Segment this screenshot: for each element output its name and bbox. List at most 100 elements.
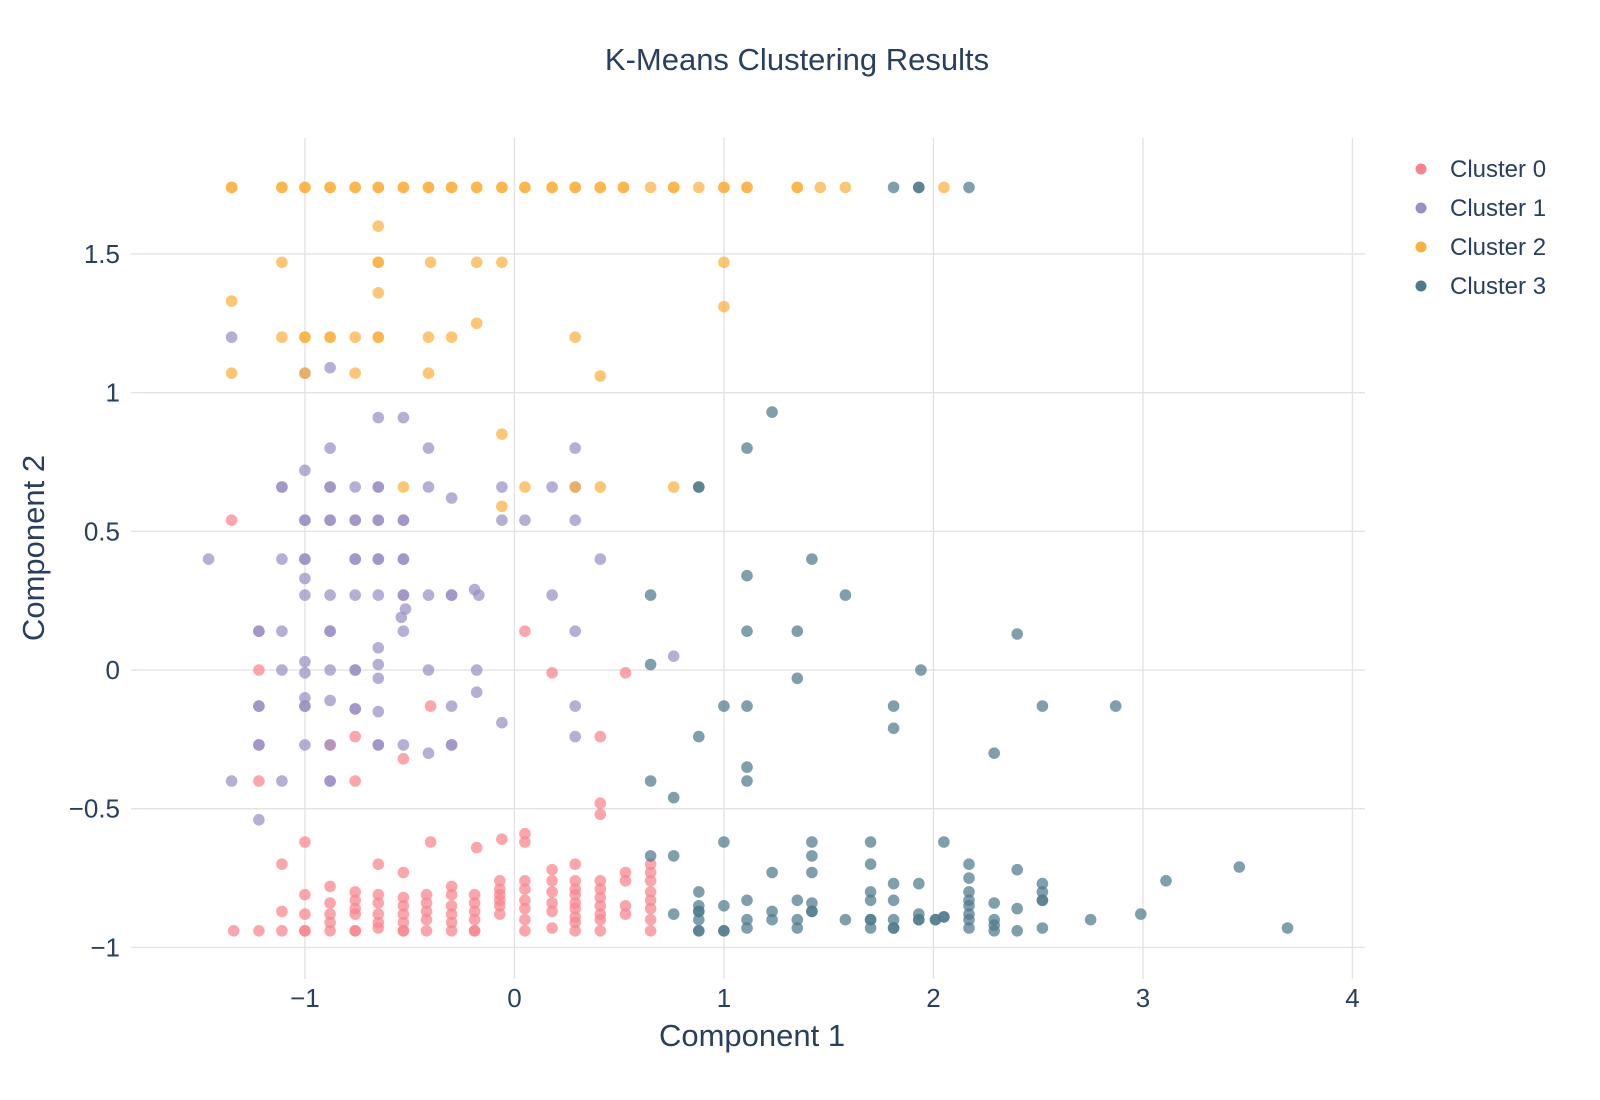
y-tick-label: 1.5 [84, 239, 120, 269]
data-point [324, 442, 336, 454]
data-point [395, 611, 408, 624]
data-point [839, 181, 852, 194]
legend: Cluster 0 Cluster 1 Cluster 2 Cluster 3 [1415, 156, 1547, 300]
data-point [963, 922, 975, 934]
y-tick-label: 0.5 [84, 516, 120, 546]
data-point [445, 900, 458, 912]
data-point [422, 589, 435, 601]
data-point [887, 181, 900, 194]
data-point [349, 886, 362, 898]
data-point [718, 836, 730, 848]
legend-label: Cluster 1 [1450, 195, 1546, 222]
data-point [519, 514, 531, 526]
data-point [617, 181, 630, 194]
legend-marker-icon [1415, 163, 1427, 175]
data-point [594, 891, 607, 904]
data-point [470, 664, 483, 676]
data-point [741, 625, 753, 637]
x-tick-label: 0 [507, 983, 521, 1013]
data-point [1036, 922, 1049, 934]
data-point [644, 866, 657, 879]
data-point [468, 925, 481, 937]
data-point [470, 686, 483, 698]
data-point [718, 700, 730, 712]
data-point [667, 650, 680, 662]
data-point [349, 664, 362, 676]
legend-item-cluster-1[interactable]: Cluster 1 [1415, 195, 1547, 222]
data-point [519, 836, 531, 848]
data-point [227, 925, 240, 937]
data-point [1011, 925, 1023, 937]
data-point [619, 875, 632, 887]
data-point [445, 908, 458, 920]
data-point [276, 664, 288, 676]
legend-item-cluster-0[interactable]: Cluster 0 [1415, 156, 1547, 183]
legend-item-cluster-2[interactable]: Cluster 2 [1415, 234, 1547, 261]
series-cluster-1 [202, 331, 680, 826]
data-point [644, 858, 657, 870]
data-point [864, 922, 877, 934]
data-point [718, 181, 730, 194]
data-point [806, 850, 818, 862]
data-point [324, 514, 336, 526]
data-point [372, 908, 385, 920]
data-point [496, 833, 508, 845]
data-point [887, 700, 900, 712]
data-point [741, 894, 753, 907]
legend-label: Cluster 0 [1450, 156, 1546, 183]
data-point [546, 905, 558, 918]
data-point [1281, 922, 1294, 934]
data-point [594, 481, 607, 493]
data-point [445, 589, 458, 601]
data-point [225, 775, 238, 787]
data-point [253, 925, 265, 937]
legend-marker-icon [1415, 280, 1427, 292]
data-point [299, 367, 311, 380]
data-point [445, 331, 458, 344]
data-point [496, 256, 508, 269]
data-point [569, 902, 581, 915]
data-point [372, 888, 385, 901]
data-point [887, 877, 900, 890]
data-point [397, 866, 410, 879]
data-point [644, 894, 657, 907]
data-point [349, 703, 362, 715]
y-axis-title: Component 2 [16, 455, 51, 641]
legend-item-cluster-3[interactable]: Cluster 3 [1415, 273, 1547, 300]
data-point [349, 894, 362, 907]
data-point [1011, 863, 1023, 876]
data-point [644, 913, 657, 926]
data-point [644, 181, 657, 194]
data-point [963, 858, 975, 870]
data-point [1011, 628, 1023, 640]
data-point [470, 256, 483, 269]
data-point [372, 858, 385, 870]
data-point [644, 775, 657, 787]
data-point [741, 913, 753, 926]
data-point [546, 922, 558, 934]
data-point [644, 875, 657, 887]
data-point [1135, 908, 1147, 920]
legend-label: Cluster 3 [1450, 273, 1546, 300]
data-point [569, 700, 581, 712]
data-point [644, 886, 657, 898]
data-point [864, 858, 877, 870]
data-point [299, 553, 311, 565]
data-point [349, 925, 362, 937]
data-point [988, 897, 1000, 909]
data-point [276, 181, 288, 194]
data-point [299, 925, 311, 937]
data-point [839, 589, 852, 601]
data-point [397, 891, 410, 904]
data-point [519, 913, 531, 926]
data-point [963, 872, 975, 884]
data-point [1036, 894, 1049, 907]
data-point [420, 888, 433, 901]
data-point [569, 916, 581, 929]
data-point [546, 875, 558, 887]
data-point [372, 897, 385, 909]
data-point [791, 181, 804, 194]
data-point [422, 181, 435, 194]
data-point [349, 514, 362, 526]
